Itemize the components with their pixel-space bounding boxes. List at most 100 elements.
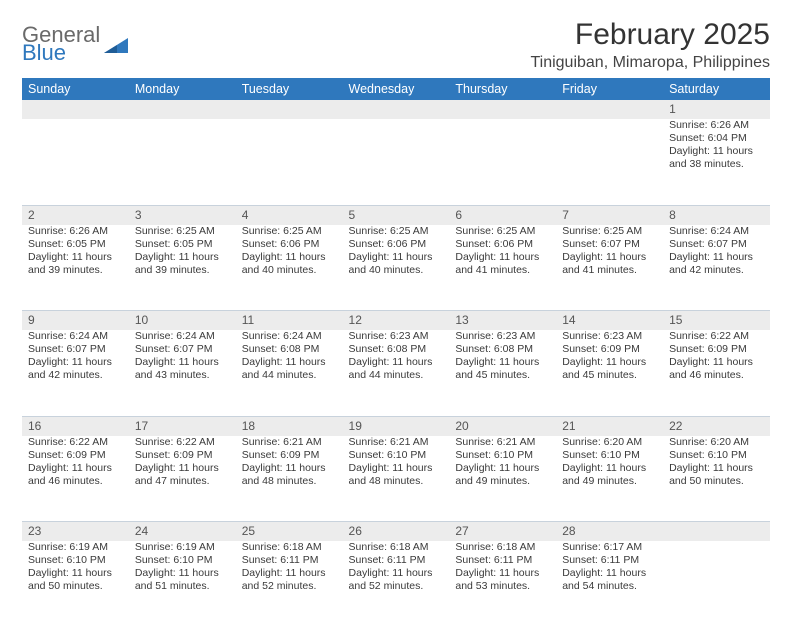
sunset-text: Sunset: 6:10 PM [28, 554, 123, 567]
sunrise-text: Sunrise: 6:20 AM [669, 436, 764, 449]
day-cell: Sunrise: 6:20 AMSunset: 6:10 PMDaylight:… [663, 436, 770, 522]
day-number: 9 [22, 311, 129, 331]
day-number: 3 [129, 205, 236, 225]
day-number: 23 [22, 522, 129, 542]
sunrise-text: Sunrise: 6:23 AM [562, 330, 657, 343]
day-number: 20 [449, 416, 556, 436]
day-cell: Sunrise: 6:23 AMSunset: 6:09 PMDaylight:… [556, 330, 663, 416]
day-cell: Sunrise: 6:26 AMSunset: 6:04 PMDaylight:… [663, 119, 770, 205]
day-cell: Sunrise: 6:25 AMSunset: 6:07 PMDaylight:… [556, 225, 663, 311]
day-number: 12 [343, 311, 450, 331]
day-number: 18 [236, 416, 343, 436]
sunset-text: Sunset: 6:10 PM [455, 449, 550, 462]
sunset-text: Sunset: 6:11 PM [349, 554, 444, 567]
day-cell: Sunrise: 6:24 AMSunset: 6:07 PMDaylight:… [663, 225, 770, 311]
sunrise-text: Sunrise: 6:26 AM [28, 225, 123, 238]
daylight-text: Daylight: 11 hours and 46 minutes. [28, 462, 123, 488]
day-cell: Sunrise: 6:26 AMSunset: 6:05 PMDaylight:… [22, 225, 129, 311]
daylight-text: Daylight: 11 hours and 39 minutes. [28, 251, 123, 277]
day-number: 10 [129, 311, 236, 331]
day-cell: Sunrise: 6:23 AMSunset: 6:08 PMDaylight:… [343, 330, 450, 416]
day-number-row: 232425262728 [22, 522, 770, 542]
day-cell: Sunrise: 6:19 AMSunset: 6:10 PMDaylight:… [22, 541, 129, 627]
day-number-row: 9101112131415 [22, 311, 770, 331]
day-number: 28 [556, 522, 663, 542]
weekday-header: Tuesday [236, 78, 343, 100]
sunrise-text: Sunrise: 6:20 AM [562, 436, 657, 449]
sunrise-text: Sunrise: 6:23 AM [455, 330, 550, 343]
day-cell: Sunrise: 6:21 AMSunset: 6:09 PMDaylight:… [236, 436, 343, 522]
daylight-text: Daylight: 11 hours and 40 minutes. [349, 251, 444, 277]
sunrise-text: Sunrise: 6:24 AM [28, 330, 123, 343]
daylight-text: Daylight: 11 hours and 49 minutes. [455, 462, 550, 488]
daylight-text: Daylight: 11 hours and 43 minutes. [135, 356, 230, 382]
sunset-text: Sunset: 6:05 PM [28, 238, 123, 251]
sunset-text: Sunset: 6:06 PM [349, 238, 444, 251]
day-cell: Sunrise: 6:19 AMSunset: 6:10 PMDaylight:… [129, 541, 236, 627]
daylight-text: Daylight: 11 hours and 50 minutes. [669, 462, 764, 488]
day-cell [449, 119, 556, 205]
day-cell [556, 119, 663, 205]
calendar-table: Sunday Monday Tuesday Wednesday Thursday… [22, 78, 770, 627]
sunset-text: Sunset: 6:04 PM [669, 132, 764, 145]
day-cell: Sunrise: 6:24 AMSunset: 6:08 PMDaylight:… [236, 330, 343, 416]
month-title: February 2025 [530, 18, 770, 52]
sunrise-text: Sunrise: 6:21 AM [242, 436, 337, 449]
day-cell [129, 119, 236, 205]
day-number: 15 [663, 311, 770, 331]
day-cell: Sunrise: 6:22 AMSunset: 6:09 PMDaylight:… [663, 330, 770, 416]
day-cell [343, 119, 450, 205]
daylight-text: Daylight: 11 hours and 42 minutes. [669, 251, 764, 277]
day-cell: Sunrise: 6:18 AMSunset: 6:11 PMDaylight:… [343, 541, 450, 627]
sunrise-text: Sunrise: 6:24 AM [242, 330, 337, 343]
daylight-text: Daylight: 11 hours and 39 minutes. [135, 251, 230, 277]
day-content-row: Sunrise: 6:26 AMSunset: 6:04 PMDaylight:… [22, 119, 770, 205]
day-cell: Sunrise: 6:18 AMSunset: 6:11 PMDaylight:… [236, 541, 343, 627]
weekday-header: Saturday [663, 78, 770, 100]
daylight-text: Daylight: 11 hours and 54 minutes. [562, 567, 657, 593]
day-content-row: Sunrise: 6:24 AMSunset: 6:07 PMDaylight:… [22, 330, 770, 416]
day-number: 19 [343, 416, 450, 436]
sunset-text: Sunset: 6:10 PM [562, 449, 657, 462]
daylight-text: Daylight: 11 hours and 50 minutes. [28, 567, 123, 593]
daylight-text: Daylight: 11 hours and 48 minutes. [349, 462, 444, 488]
sunset-text: Sunset: 6:08 PM [242, 343, 337, 356]
sunset-text: Sunset: 6:07 PM [135, 343, 230, 356]
day-number-row: 16171819202122 [22, 416, 770, 436]
daylight-text: Daylight: 11 hours and 44 minutes. [242, 356, 337, 382]
day-cell [236, 119, 343, 205]
daylight-text: Daylight: 11 hours and 45 minutes. [562, 356, 657, 382]
daylight-text: Daylight: 11 hours and 52 minutes. [349, 567, 444, 593]
day-number: 11 [236, 311, 343, 331]
daylight-text: Daylight: 11 hours and 51 minutes. [135, 567, 230, 593]
sunset-text: Sunset: 6:09 PM [28, 449, 123, 462]
sunrise-text: Sunrise: 6:22 AM [28, 436, 123, 449]
sunrise-text: Sunrise: 6:21 AM [455, 436, 550, 449]
sunrise-text: Sunrise: 6:26 AM [669, 119, 764, 132]
day-cell: Sunrise: 6:25 AMSunset: 6:05 PMDaylight:… [129, 225, 236, 311]
logo-word2: Blue [22, 40, 66, 65]
sunset-text: Sunset: 6:10 PM [669, 449, 764, 462]
day-cell: Sunrise: 6:20 AMSunset: 6:10 PMDaylight:… [556, 436, 663, 522]
daylight-text: Daylight: 11 hours and 41 minutes. [562, 251, 657, 277]
day-content-row: Sunrise: 6:19 AMSunset: 6:10 PMDaylight:… [22, 541, 770, 627]
sunrise-text: Sunrise: 6:25 AM [135, 225, 230, 238]
day-cell: Sunrise: 6:21 AMSunset: 6:10 PMDaylight:… [449, 436, 556, 522]
day-number [129, 100, 236, 119]
sunset-text: Sunset: 6:08 PM [455, 343, 550, 356]
sunrise-text: Sunrise: 6:18 AM [242, 541, 337, 554]
day-number-row: 2345678 [22, 205, 770, 225]
day-cell [22, 119, 129, 205]
sunset-text: Sunset: 6:10 PM [349, 449, 444, 462]
day-number [663, 522, 770, 542]
sunrise-text: Sunrise: 6:21 AM [349, 436, 444, 449]
daylight-text: Daylight: 11 hours and 44 minutes. [349, 356, 444, 382]
sunrise-text: Sunrise: 6:25 AM [242, 225, 337, 238]
day-cell [663, 541, 770, 627]
sunrise-text: Sunrise: 6:25 AM [455, 225, 550, 238]
weekday-header: Wednesday [343, 78, 450, 100]
sunset-text: Sunset: 6:07 PM [28, 343, 123, 356]
daylight-text: Daylight: 11 hours and 49 minutes. [562, 462, 657, 488]
day-number: 26 [343, 522, 450, 542]
weekday-header-row: Sunday Monday Tuesday Wednesday Thursday… [22, 78, 770, 100]
